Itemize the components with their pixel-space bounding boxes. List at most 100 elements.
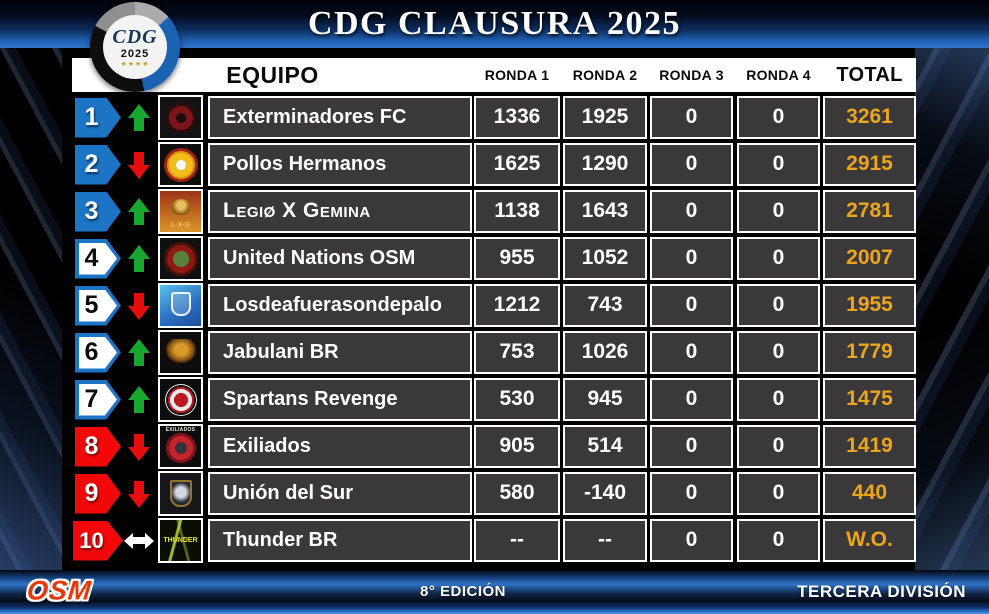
ronda-1-value: 1625 — [474, 143, 560, 186]
column-header-total: TOTAL — [836, 63, 903, 86]
ronda-3-value: 0 — [650, 237, 733, 280]
team-name: United Nations OSM — [208, 237, 472, 280]
trend-up-icon — [128, 197, 150, 226]
ronda-1-value: 530 — [474, 378, 560, 421]
ronda-3-value: 0 — [650, 284, 733, 327]
ronda-4-value: 0 — [737, 331, 820, 374]
rank-badge: 9 — [75, 473, 121, 514]
column-header-equipo: EQUIPO — [226, 61, 319, 88]
ronda-1-value: -- — [474, 519, 560, 562]
ronda-2-value: 1026 — [563, 331, 647, 374]
ronda-2-value: 945 — [563, 378, 647, 421]
team-logo-emblem — [171, 198, 190, 215]
ronda-1-value: 905 — [474, 425, 560, 468]
team-logo-label: THUNDER — [163, 536, 198, 544]
team-logo-emblem — [163, 147, 198, 182]
ronda-2-value: 1643 — [563, 190, 647, 233]
ronda-2-value: 1052 — [563, 237, 647, 280]
table-rows: 1 Exterminadores FC 1336 1925 0 0 3261 2 Pollos … — [0, 95, 989, 566]
ronda-2-value: 743 — [563, 284, 647, 327]
team-name: Exterminadores FC — [208, 96, 472, 139]
rank-badge: 3 — [75, 191, 121, 232]
team-name: Losdeafuerasondepalo — [208, 284, 472, 327]
team-logo — [158, 330, 203, 375]
rank-number: 4 — [84, 244, 99, 272]
team-name: Thunder BR — [208, 519, 472, 562]
table-row: 2 Pollos Hermanos 1625 1290 0 0 2915 — [0, 142, 989, 187]
ronda-4-value: 0 — [737, 96, 820, 139]
rank-number: 1 — [84, 103, 99, 131]
team-name: Exiliados — [208, 425, 472, 468]
ronda-1-value: 1212 — [474, 284, 560, 327]
page-title: CDG CLAUSURA 2025 — [307, 5, 682, 42]
ronda-2-value: -- — [563, 519, 647, 562]
trend-down-icon — [128, 292, 150, 320]
ronda-1-value: 955 — [474, 237, 560, 280]
ronda-3-value: 0 — [650, 472, 733, 515]
table-row: 8 EXILIADOS Exiliados 905 514 0 0 1419 — [0, 424, 989, 469]
ronda-3-value: 0 — [650, 96, 733, 139]
team-name: Legiø X Gemina — [208, 190, 472, 233]
ronda-2-value: -140 — [563, 472, 647, 515]
rank-badge: 2 — [75, 144, 121, 185]
ronda-4-value: 0 — [737, 519, 820, 562]
ronda-4-value: 0 — [737, 190, 820, 233]
rank-badge: 8 — [75, 426, 121, 467]
trend-up-icon — [128, 103, 150, 132]
rank-number: 8 — [84, 432, 99, 460]
ronda-1-value: 580 — [474, 472, 560, 515]
team-logo — [158, 471, 203, 516]
cdg-logo-year: 2025 — [120, 47, 150, 60]
ronda-1-value: 1138 — [474, 190, 560, 233]
trend-up-icon — [128, 244, 150, 273]
table-row: 6 Jabulani BR 753 1026 0 0 1779 — [0, 330, 989, 375]
total-value: W.O. — [823, 519, 916, 562]
rank-number: 2 — [84, 150, 99, 178]
team-logo — [158, 236, 203, 281]
trend-up-icon — [128, 338, 150, 367]
rank-number: 7 — [84, 385, 99, 413]
trend-neutral-icon — [124, 532, 154, 549]
cdg-tournament-logo: CDG 2025 ★★★★ — [90, 2, 180, 92]
ronda-3-value: 0 — [650, 378, 733, 421]
table-row: 1 Exterminadores FC 1336 1925 0 0 3261 — [0, 95, 989, 140]
table-row: 9 Unión del Sur 580 -140 0 0 440 — [0, 471, 989, 516]
rank-badge: 10 — [73, 520, 123, 561]
rank-number: 10 — [79, 527, 104, 553]
rank-number: 3 — [84, 197, 99, 225]
total-value: 1475 — [823, 378, 916, 421]
column-header-ronda-4: RONDA 4 — [746, 67, 811, 83]
ronda-2-value: 514 — [563, 425, 647, 468]
total-value: 1419 — [823, 425, 916, 468]
table-row: 7 Spartans Revenge 530 945 0 0 1475 — [0, 377, 989, 422]
team-logo-emblem — [164, 101, 197, 134]
team-logo — [158, 377, 203, 422]
total-value: 440 — [823, 472, 916, 515]
trend-down-icon — [128, 480, 150, 508]
team-name: Unión del Sur — [208, 472, 472, 515]
ronda-4-value: 0 — [737, 284, 820, 327]
rank-badge: 1 — [75, 97, 121, 138]
team-logo — [158, 142, 203, 187]
table-row: 10 THUNDER Thunder BR -- -- 0 0 W.O. — [0, 518, 989, 563]
rank-number: 5 — [84, 291, 99, 319]
trend-down-icon — [128, 433, 150, 461]
trend-down-icon — [128, 151, 150, 179]
team-logo: EXILIADOS — [158, 424, 203, 469]
table-row: 4 United Nations OSM 955 1052 0 0 2007 — [0, 236, 989, 281]
team-logo: THUNDER — [158, 518, 203, 563]
team-logo-emblem — [170, 291, 191, 316]
team-logo-emblem — [169, 479, 192, 507]
ronda-1-value: 1336 — [474, 96, 560, 139]
rank-badge: 7 — [75, 379, 121, 420]
total-value: 2781 — [823, 190, 916, 233]
column-header-ronda-3: RONDA 3 — [659, 67, 724, 83]
ronda-4-value: 0 — [737, 143, 820, 186]
column-header-ronda-1: RONDA 1 — [484, 67, 550, 83]
team-logo-emblem — [165, 433, 196, 464]
cdg-logo-stars: ★★★★ — [120, 60, 150, 68]
rank-badge: 4 — [75, 238, 121, 279]
rank-number: 9 — [84, 479, 99, 507]
rank-badge: 5 — [75, 285, 121, 326]
